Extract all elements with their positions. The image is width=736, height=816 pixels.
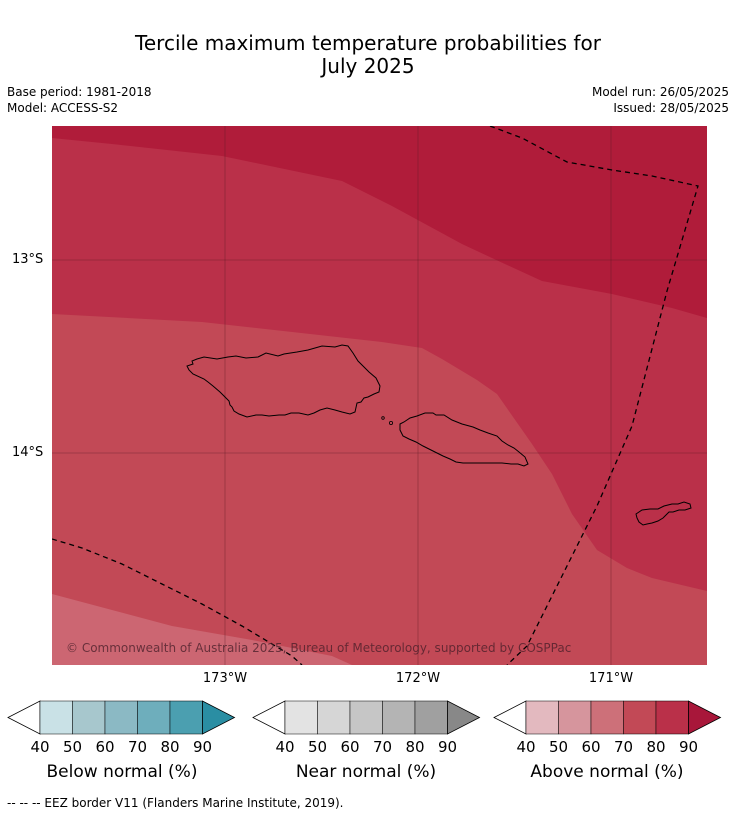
colorbar-swatch bbox=[382, 700, 416, 735]
colorbar-tick-label: 40 bbox=[30, 738, 49, 756]
colorbar-swatch bbox=[104, 700, 138, 735]
model-name: Model: ACCESS-S2 bbox=[7, 101, 119, 115]
colorbar-swatches: 40 50 60 70 80 90 bbox=[493, 700, 722, 756]
colorbar-tick-label: 50 bbox=[549, 738, 568, 756]
eez-border-east bbox=[489, 126, 699, 665]
model-run: Model run: 26/05/2025 bbox=[591, 85, 729, 99]
meta-left: Base period: 1981-2018 Model: ACCESS-S2 bbox=[7, 84, 152, 116]
colorbar-tick-label: 90 bbox=[438, 738, 457, 756]
colorbar-tick-label: 90 bbox=[679, 738, 698, 756]
colorbar-swatch bbox=[655, 700, 689, 735]
colorbar-max-extension bbox=[202, 700, 236, 735]
colorbar-swatch bbox=[558, 700, 592, 735]
colorbar-tick-label: 90 bbox=[193, 738, 212, 756]
meta-right: Model run: 26/05/2025 Issued: 28/05/2025 bbox=[592, 84, 729, 116]
colorbar-tick-label: 70 bbox=[614, 738, 633, 756]
colorbar-title-above: Above normal (%) bbox=[530, 762, 684, 782]
colorbar-swatch bbox=[414, 700, 448, 735]
colorbar-swatches: 40 50 60 70 80 90 bbox=[252, 700, 481, 756]
issued-date: Issued: 28/05/2025 bbox=[613, 101, 729, 115]
colorbar-tick-label: 40 bbox=[275, 738, 294, 756]
lon-label-173w: 173°W bbox=[202, 671, 248, 686]
colorbar-swatch bbox=[39, 700, 73, 735]
savaii-island bbox=[186, 344, 381, 418]
colorbar-min-extension bbox=[252, 700, 286, 735]
colorbar-min-extension bbox=[7, 700, 41, 735]
colorbar-min-extension bbox=[493, 700, 527, 735]
colorbar-max-extension bbox=[688, 700, 722, 735]
lat-label-13s: 13°S bbox=[12, 252, 44, 267]
map-title-line1: Tercile maximum temperature probabilitie… bbox=[135, 31, 601, 55]
colorbar-swatch bbox=[349, 700, 383, 735]
upolu-island bbox=[399, 412, 529, 467]
colorbar-near-normal: 40 50 60 70 80 90 bbox=[252, 700, 481, 756]
colorbar-tick-label: 50 bbox=[308, 738, 327, 756]
colorbar-tick-label: 70 bbox=[128, 738, 147, 756]
colorbar-below-normal: 40 50 60 70 80 90 bbox=[7, 700, 236, 756]
colorbar-tick-label: 80 bbox=[646, 738, 665, 756]
colorbar-above-normal: 40 50 60 70 80 90 bbox=[493, 700, 722, 756]
colorbar-tick-label: 70 bbox=[373, 738, 392, 756]
colorbar-tick-label: 40 bbox=[516, 738, 535, 756]
tutuila-island bbox=[635, 501, 692, 526]
colorbar-swatch bbox=[525, 700, 559, 735]
colorbar-swatches: 40 50 60 70 80 90 bbox=[7, 700, 236, 756]
map-title-line2: July 2025 bbox=[321, 54, 415, 78]
band-above-60 bbox=[52, 594, 352, 665]
colorbar-title-below: Below normal (%) bbox=[46, 762, 198, 782]
colorbar-swatch bbox=[623, 700, 657, 735]
colorbar-tick-label: 60 bbox=[340, 738, 359, 756]
lon-label-171w: 171°W bbox=[588, 671, 634, 686]
colorbar-swatch bbox=[137, 700, 171, 735]
colorbar-tick-label: 80 bbox=[405, 738, 424, 756]
eez-legend-note: -- -- -- EEZ border V11 (Flanders Marine… bbox=[7, 796, 344, 810]
lat-label-14s: 14°S bbox=[12, 445, 44, 460]
manono-islet bbox=[388, 420, 393, 425]
probability-map bbox=[52, 126, 707, 665]
colorbar-max-extension bbox=[447, 700, 481, 735]
eez-border-southwest bbox=[52, 538, 303, 665]
colorbar-tick-label: 60 bbox=[581, 738, 600, 756]
colorbar-title-near: Near normal (%) bbox=[295, 762, 437, 782]
colorbar-tick-label: 50 bbox=[63, 738, 82, 756]
colorbar-swatch bbox=[317, 700, 351, 735]
eez-borders bbox=[52, 126, 699, 665]
graticule bbox=[52, 126, 707, 665]
colorbar-swatch bbox=[590, 700, 624, 735]
colorbar-swatch bbox=[284, 700, 318, 735]
copyright-notice: © Commonwealth of Australia 2025, Bureau… bbox=[66, 641, 572, 655]
apolima-islet bbox=[381, 416, 385, 420]
base-period: Base period: 1981-2018 bbox=[7, 85, 152, 99]
colorbar-tick-label: 80 bbox=[160, 738, 179, 756]
lon-label-172w: 172°W bbox=[395, 671, 441, 686]
colorbar-tick-label: 60 bbox=[95, 738, 114, 756]
colorbar-swatch bbox=[169, 700, 203, 735]
colorbar-swatch bbox=[72, 700, 106, 735]
band-above-70 bbox=[52, 314, 707, 665]
